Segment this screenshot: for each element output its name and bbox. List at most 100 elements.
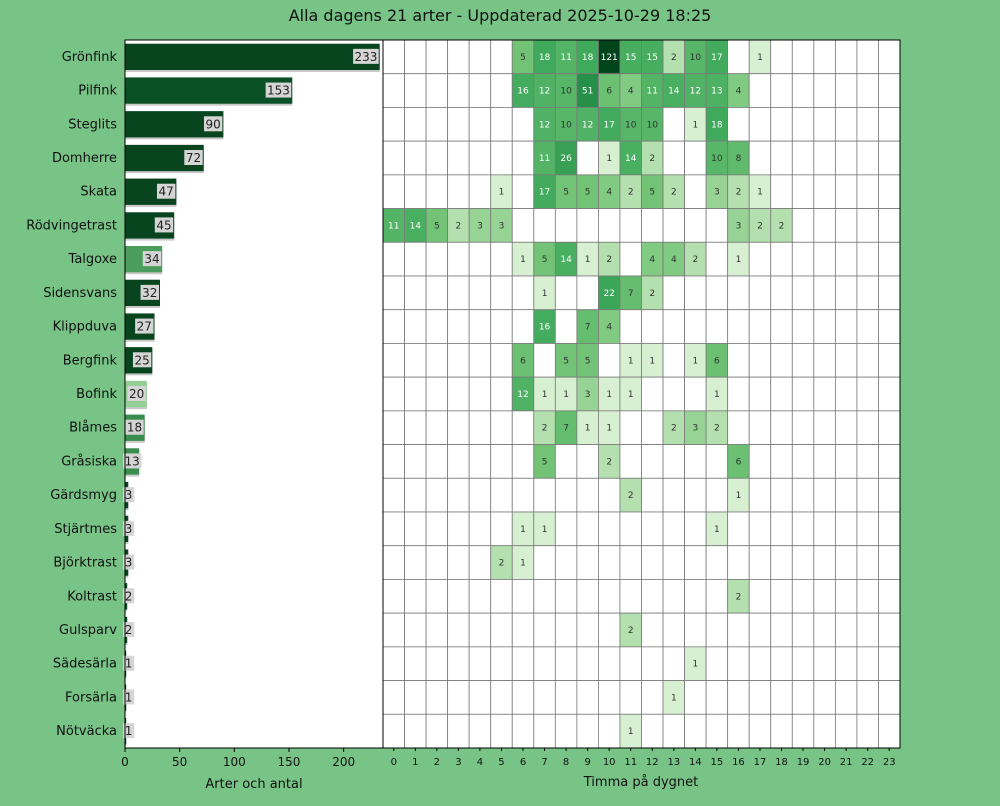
heatmap-cell xyxy=(813,680,836,715)
heatmap-cell xyxy=(813,140,836,176)
heatmap-cell-value: 2 xyxy=(628,626,634,636)
heatmap-cell xyxy=(382,343,405,378)
heatmap-cell xyxy=(511,107,535,142)
heatmap-cell-value: 1 xyxy=(628,727,634,737)
current-hour-tick-label: 18 xyxy=(775,757,788,768)
heatmap-cell xyxy=(425,107,449,142)
heatmap-cell xyxy=(641,376,664,412)
heatmap-cell xyxy=(770,275,793,311)
bar-value: 20 xyxy=(129,387,144,401)
heatmap-cell xyxy=(684,511,707,547)
heatmap-cell xyxy=(834,410,858,445)
bar-x-tick-label: 100 xyxy=(223,755,246,769)
heatmap-cell-value: 17 xyxy=(711,53,722,63)
species-label: Forsärla xyxy=(65,690,117,705)
heatmap-cell xyxy=(662,275,685,311)
hour-tick-label: 8 xyxy=(563,757,569,768)
heatmap-cell xyxy=(533,612,556,648)
heatmap-cell-value: 1 xyxy=(606,390,612,400)
heatmap-cell-value: 1 xyxy=(757,53,763,63)
heatmap-cell xyxy=(382,39,405,75)
heatmap-cell xyxy=(490,376,513,412)
heatmap-cell-value: 5 xyxy=(542,255,548,265)
heatmap-cell-value: 16 xyxy=(539,323,551,333)
heatmap-cell xyxy=(468,140,492,176)
heatmap-cell xyxy=(447,376,470,412)
heatmap-cell xyxy=(662,579,685,614)
hour-tick-label: 12 xyxy=(646,757,659,768)
heatmap-cell xyxy=(727,343,750,378)
heatmap-cell-value: 2 xyxy=(628,491,634,501)
heatmap-cell xyxy=(834,477,858,513)
heatmap-cell-value: 12 xyxy=(517,390,528,400)
heatmap-cell-value: 3 xyxy=(714,188,720,198)
heatmap-cell xyxy=(490,444,513,479)
bar-value-box xyxy=(123,453,142,469)
heatmap-cell-value: 13 xyxy=(711,87,722,97)
heatmap-cell xyxy=(856,680,879,715)
heatmap-cell xyxy=(533,713,556,749)
heatmap-cell xyxy=(813,612,836,648)
heatmap-cell-value: 8 xyxy=(736,154,742,164)
heatmap-cell-value: 2 xyxy=(606,457,612,467)
heatmap-cell-value: 15 xyxy=(647,53,658,63)
heatmap-cell xyxy=(684,477,707,513)
heatmap-cell xyxy=(878,646,901,681)
heatmap-cell-value: 3 xyxy=(692,424,698,434)
heatmap-cell xyxy=(382,309,405,344)
heatmap-cell-value: 11 xyxy=(388,221,399,231)
heatmap-cell xyxy=(727,309,750,344)
heatmap-cell xyxy=(619,410,642,445)
heatmap-cell xyxy=(834,39,858,75)
heatmap-cell xyxy=(468,545,492,580)
heatmap-cell xyxy=(791,73,815,108)
bar-value: 1 xyxy=(125,657,133,671)
heatmap-cell-value: 5 xyxy=(542,457,548,467)
heatmap-cell xyxy=(447,73,470,108)
heatmap-cell xyxy=(684,309,707,344)
heatmap-cell xyxy=(468,579,492,614)
heatmap-cell xyxy=(791,376,815,412)
heatmap-cell xyxy=(447,646,470,681)
heatmap-cell xyxy=(856,376,879,412)
heatmap-cell xyxy=(425,477,449,513)
heatmap-cell xyxy=(641,444,664,479)
heatmap-cell xyxy=(619,579,642,614)
heatmap-cell-value: 15 xyxy=(625,53,636,63)
heatmap-cell xyxy=(447,107,470,142)
heatmap-cell-value: 11 xyxy=(647,87,658,97)
heatmap-cell xyxy=(770,612,793,648)
heatmap-cell xyxy=(490,477,513,513)
heatmap-cell-value: 1 xyxy=(757,188,763,198)
heatmap-cell xyxy=(878,410,901,445)
heatmap-cell xyxy=(490,275,513,311)
heatmap-cell xyxy=(727,410,750,445)
heatmap-cell xyxy=(425,410,449,445)
heatmap-cell xyxy=(791,579,815,614)
heatmap-cell xyxy=(447,309,470,344)
heatmap-cell xyxy=(490,579,513,614)
bar-value-box xyxy=(123,487,135,503)
heatmap-cell xyxy=(813,646,836,681)
hour-tick-label: 20 xyxy=(818,757,831,768)
heatmap-cell xyxy=(404,511,427,547)
heatmap-cell xyxy=(425,511,449,547)
heatmap-cell xyxy=(554,309,578,344)
hour-tick-label: 16 xyxy=(732,757,745,768)
heatmap-cell xyxy=(813,444,836,479)
heatmap-cell xyxy=(468,107,492,142)
heatmap-cell-value: 26 xyxy=(560,154,572,164)
heatmap-cell xyxy=(727,713,750,749)
heatmap-cell xyxy=(511,680,535,715)
heatmap-cell xyxy=(834,579,858,614)
hour-tick-label: 14 xyxy=(689,757,702,768)
heatmap-cell xyxy=(641,309,664,344)
heatmap-cell xyxy=(619,241,642,277)
heatmap-cell xyxy=(748,477,772,513)
heatmap-cell xyxy=(641,680,664,715)
bar-x-tick-label: 50 xyxy=(172,755,187,769)
heatmap-cell xyxy=(791,309,815,344)
heatmap-cell xyxy=(490,241,513,277)
heatmap-cell xyxy=(576,444,599,479)
